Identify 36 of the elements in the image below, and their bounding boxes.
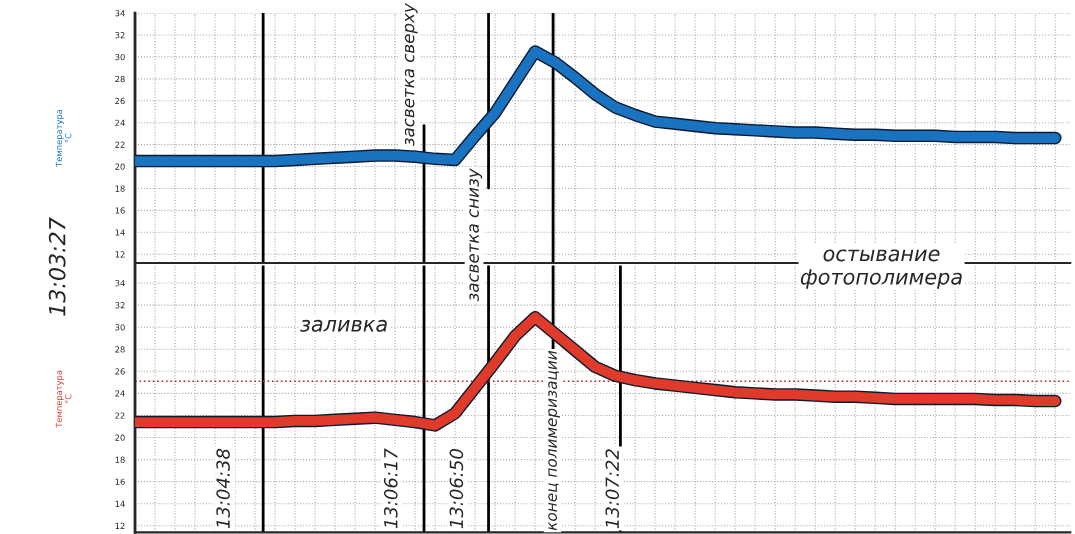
annotation: конец полимеризации <box>548 350 560 531</box>
y-tick-label: 18 <box>115 185 125 192</box>
y-axis-title: Температура °C <box>55 370 72 428</box>
y-tick-label: 16 <box>115 207 125 214</box>
annotation: 13:04:38 <box>216 448 230 529</box>
y-tick-label: 28 <box>115 75 125 83</box>
y-tick-label: 14 <box>115 229 125 236</box>
y-tick-label: 22 <box>115 141 125 148</box>
annotation: остывание фотополимера <box>800 249 962 289</box>
y-tick-label: 12 <box>115 522 125 529</box>
text: 13:03:27 <box>48 217 66 316</box>
y-tick-label: 24 <box>115 119 125 126</box>
annotation: засветка сверху <box>404 3 418 147</box>
annotation: 13:07:22 <box>605 449 620 529</box>
y-tick-label: 18 <box>115 456 125 463</box>
annotation: засветка снизу <box>469 168 483 302</box>
y-tick-label: 20 <box>115 163 125 170</box>
annotation: 13:06:17 <box>383 448 398 529</box>
y-tick-label: 22 <box>115 412 125 419</box>
annotation: заливка <box>300 319 387 332</box>
y-tick-label: 34 <box>115 280 125 287</box>
y-tick-label: 12 <box>115 251 125 258</box>
annotation: 13:06:50 <box>449 448 464 529</box>
y-tick-label: 24 <box>115 390 125 397</box>
y-tick-label: 26 <box>115 97 125 105</box>
y-tick-label: 28 <box>115 346 125 353</box>
y-tick-label: 32 <box>115 302 125 309</box>
y-tick-label: 30 <box>115 53 125 61</box>
y-tick-label: 16 <box>115 478 125 485</box>
y-tick-label: 20 <box>115 434 125 441</box>
y-tick-label: 14 <box>115 500 125 507</box>
y-tick-label: 26 <box>115 368 125 375</box>
y-tick-label: 34 <box>115 10 125 17</box>
y-axis-title: Температура °C <box>55 109 72 167</box>
y-tick-label: 32 <box>115 31 125 39</box>
y-tick-label: 30 <box>115 324 125 331</box>
